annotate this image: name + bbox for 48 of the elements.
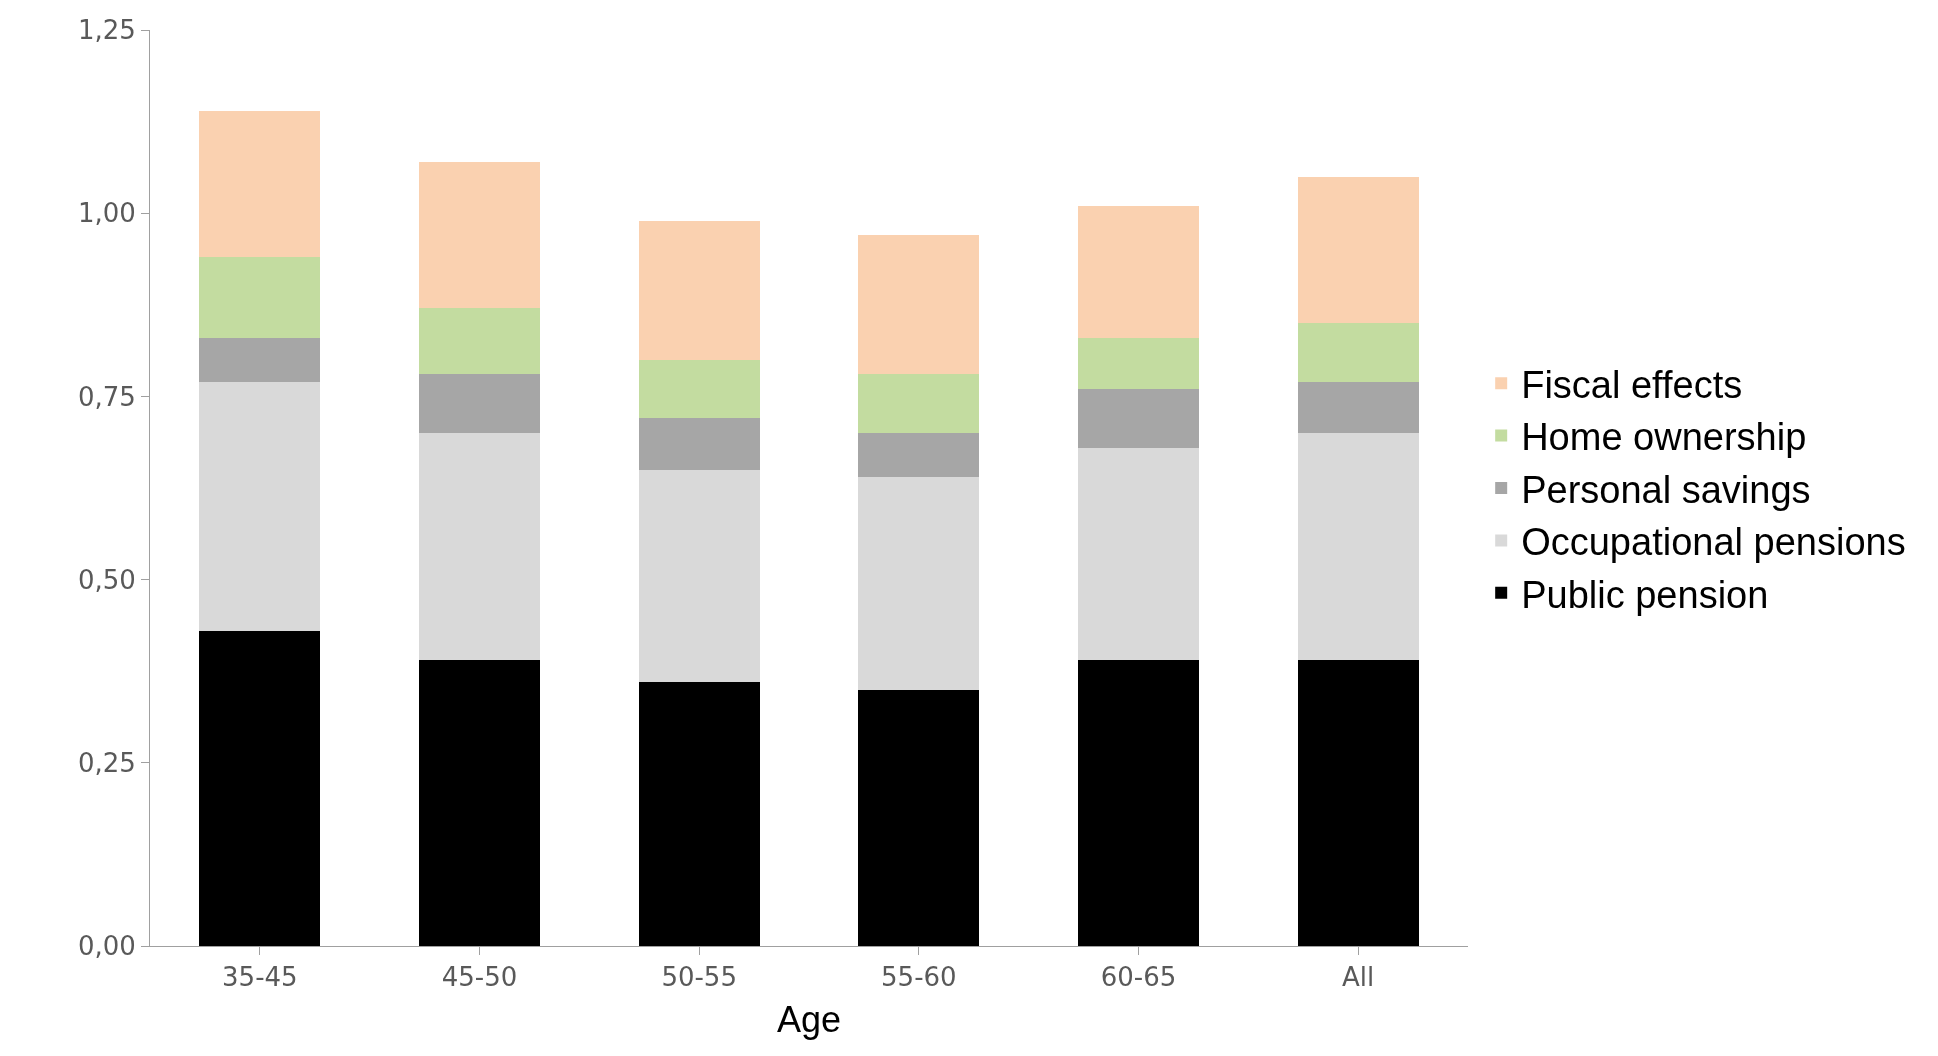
bar <box>638 418 760 470</box>
bar <box>858 477 980 690</box>
bar <box>1297 381 1419 434</box>
y-tick-label: 1,00 <box>77 198 136 229</box>
x-axis-title: Age <box>776 998 842 1040</box>
bar <box>1297 433 1419 661</box>
y-tick-label: 0,75 <box>77 381 136 412</box>
x-tick-label: 45-50 <box>441 962 518 993</box>
y-tick-label: 0,00 <box>77 931 136 962</box>
legend-label: Home ownership <box>1521 416 1807 459</box>
bar <box>199 381 321 631</box>
x-tick-label: 55-60 <box>881 962 957 993</box>
bar <box>1078 389 1199 448</box>
y-tick-label: 1,25 <box>77 15 136 46</box>
bar <box>1078 660 1199 946</box>
bar <box>1297 660 1419 946</box>
bar <box>419 161 540 309</box>
bar <box>199 257 321 338</box>
bar <box>858 433 980 478</box>
legend-label: Occupational pensions <box>1521 521 1906 564</box>
x-tick-label: 60-65 <box>1100 962 1177 993</box>
y-tick-label: 0,25 <box>77 747 136 778</box>
x-tick-label: 50-55 <box>661 962 737 993</box>
bar <box>199 337 321 382</box>
bar <box>1078 447 1199 661</box>
bar <box>858 374 980 434</box>
bar <box>419 374 540 434</box>
x-tick-label: All <box>1342 962 1375 993</box>
bar <box>199 630 321 946</box>
bar <box>638 469 760 683</box>
bar <box>1297 323 1419 382</box>
bar <box>1297 176 1419 324</box>
legend-label: Personal savings <box>1521 468 1811 511</box>
bar <box>858 689 980 946</box>
bar <box>638 359 760 419</box>
bar <box>1078 205 1199 338</box>
bar <box>638 682 760 946</box>
bar <box>638 220 760 360</box>
legend-label: Fiscal effects <box>1521 364 1743 407</box>
bar <box>419 433 540 661</box>
bar <box>419 308 540 375</box>
y-tick-label: 0,50 <box>77 564 136 595</box>
bar <box>199 110 321 258</box>
bar <box>419 660 540 946</box>
legend-label: Public pension <box>1521 573 1769 616</box>
x-tick-label: 35-45 <box>222 962 298 993</box>
bar <box>1078 337 1199 390</box>
bar <box>858 235 980 375</box>
